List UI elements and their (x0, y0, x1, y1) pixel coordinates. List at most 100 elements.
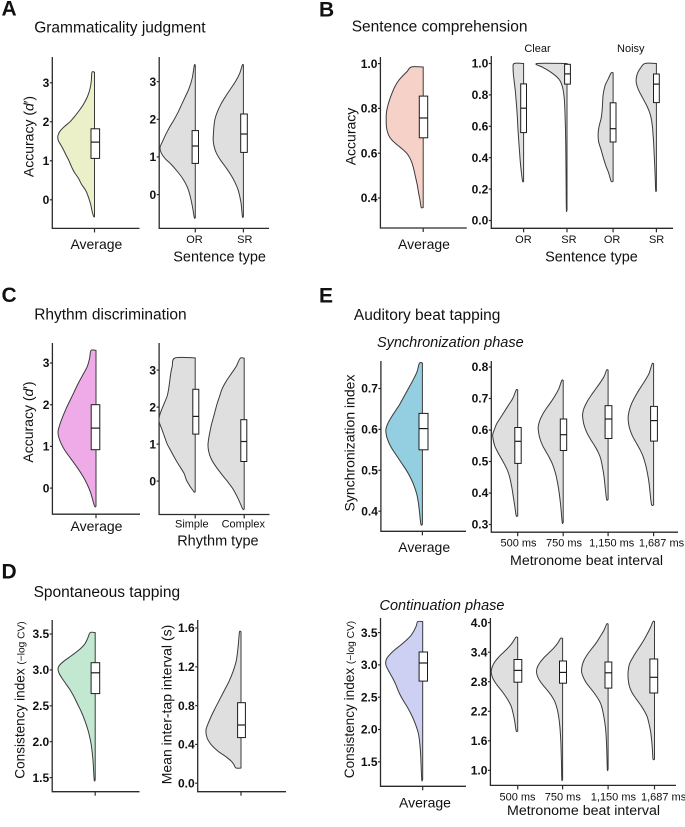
svg-text:3.5: 3.5 (33, 627, 50, 641)
svg-text:Accuracy (d′): Accuracy (d′) (20, 381, 36, 462)
svg-text:Synchronization phase: Synchronization phase (377, 335, 524, 351)
svg-text:Average: Average (398, 539, 450, 555)
svg-text:750 ms: 750 ms (546, 538, 583, 550)
svg-text:1: 1 (43, 154, 50, 168)
svg-text:Sentence comprehension: Sentence comprehension (352, 19, 528, 36)
svg-text:1,150 ms: 1,150 ms (591, 791, 637, 803)
svg-text:C: C (2, 284, 17, 307)
svg-text:Continuation phase: Continuation phase (380, 598, 505, 614)
svg-text:0.0: 0.0 (178, 776, 195, 790)
svg-text:Synchronization index: Synchronization index (342, 375, 358, 512)
svg-text:E: E (319, 284, 333, 307)
svg-text:0.5: 0.5 (472, 455, 489, 469)
svg-text:2.0: 2.0 (33, 735, 50, 749)
svg-text:1.5: 1.5 (361, 755, 378, 769)
svg-text:0.4: 0.4 (361, 191, 378, 205)
svg-text:3: 3 (43, 356, 50, 370)
svg-text:B: B (319, 0, 334, 22)
svg-text:0: 0 (150, 188, 157, 202)
svg-text:2: 2 (43, 398, 50, 412)
svg-text:0.7: 0.7 (361, 382, 378, 396)
svg-text:Clear: Clear (524, 43, 551, 55)
svg-text:3: 3 (150, 75, 157, 89)
svg-text:Simple: Simple (175, 519, 209, 531)
svg-text:1: 1 (150, 150, 157, 164)
svg-text:Average: Average (399, 795, 451, 811)
svg-text:2.8: 2.8 (471, 675, 488, 689)
svg-text:2.2: 2.2 (471, 705, 488, 719)
svg-text:0.8: 0.8 (361, 102, 378, 116)
svg-text:3: 3 (43, 76, 50, 90)
svg-text:Consistency index (−log CV): Consistency index (−log CV) (342, 621, 357, 778)
svg-text:0.6: 0.6 (361, 423, 378, 437)
svg-text:OR: OR (604, 234, 621, 246)
svg-text:Metronome beat interval: Metronome beat interval (507, 803, 660, 819)
svg-text:2: 2 (43, 115, 50, 129)
svg-text:750 ms: 750 ms (545, 791, 582, 803)
svg-text:Average: Average (71, 518, 123, 534)
svg-text:500 ms: 500 ms (500, 538, 537, 550)
svg-text:OR: OR (515, 234, 532, 246)
svg-text:1,687 ms: 1,687 ms (639, 538, 685, 550)
svg-text:0.8: 0.8 (472, 88, 489, 102)
svg-text:2.0: 2.0 (361, 723, 378, 737)
svg-text:OR: OR (186, 234, 203, 246)
svg-text:1.0: 1.0 (472, 57, 489, 71)
svg-text:Sentence type: Sentence type (173, 250, 266, 266)
svg-text:0: 0 (43, 193, 50, 207)
svg-text:Average: Average (70, 236, 122, 252)
svg-text:Sentence type: Sentence type (545, 250, 638, 266)
svg-text:D: D (2, 560, 17, 583)
svg-text:Mean inter-tap interval (s): Mean inter-tap interval (s) (159, 625, 175, 785)
svg-text:3.4: 3.4 (471, 645, 488, 659)
svg-text:1: 1 (149, 437, 156, 451)
svg-text:0.4: 0.4 (472, 151, 489, 165)
svg-text:SR: SR (561, 234, 576, 246)
svg-text:0.6: 0.6 (472, 423, 489, 437)
svg-text:Grammaticality judgment: Grammaticality judgment (34, 19, 206, 36)
svg-text:0.8: 0.8 (472, 360, 489, 374)
svg-text:1,150 ms: 1,150 ms (589, 538, 635, 550)
svg-text:Auditory beat tapping: Auditory beat tapping (354, 307, 501, 324)
svg-text:Spontaneous tapping: Spontaneous tapping (34, 584, 181, 601)
svg-text:2: 2 (149, 400, 156, 414)
svg-text:0: 0 (43, 481, 50, 495)
svg-text:Consistency index (−log CV): Consistency index (−log CV) (13, 621, 28, 778)
svg-text:0.7: 0.7 (472, 392, 489, 406)
svg-text:1.0: 1.0 (471, 764, 488, 778)
svg-text:4.0: 4.0 (471, 616, 488, 630)
svg-text:3.5: 3.5 (361, 626, 378, 640)
svg-text:Metronome beat interval: Metronome beat interval (510, 553, 663, 569)
svg-text:1: 1 (43, 440, 50, 454)
svg-text:0.6: 0.6 (361, 146, 378, 160)
svg-text:A: A (2, 0, 17, 20)
svg-text:Rhythm discrimination: Rhythm discrimination (34, 306, 186, 323)
svg-text:0.4: 0.4 (361, 504, 378, 518)
svg-text:0.4: 0.4 (472, 486, 489, 500)
svg-text:0.2: 0.2 (472, 182, 489, 196)
svg-text:3.0: 3.0 (33, 663, 50, 677)
svg-text:2: 2 (150, 113, 157, 127)
svg-text:2.5: 2.5 (361, 690, 378, 704)
svg-text:Accuracy (d′): Accuracy (d′) (21, 96, 37, 177)
svg-text:0.0: 0.0 (472, 214, 489, 228)
svg-text:Accuracy: Accuracy (343, 108, 359, 166)
svg-text:1.5: 1.5 (33, 771, 50, 785)
svg-text:0.5: 0.5 (361, 464, 378, 478)
svg-text:Rhythm type: Rhythm type (177, 534, 258, 550)
svg-text:1.6: 1.6 (471, 734, 488, 748)
svg-text:1.0: 1.0 (361, 57, 378, 71)
svg-text:SR: SR (649, 234, 664, 246)
svg-text:1.6: 1.6 (178, 621, 195, 635)
svg-text:0.4: 0.4 (178, 738, 195, 752)
svg-text:Average: Average (398, 236, 450, 252)
svg-text:SR: SR (237, 234, 252, 246)
svg-text:0: 0 (149, 474, 156, 488)
svg-text:500 ms: 500 ms (499, 791, 536, 803)
svg-text:2.5: 2.5 (33, 699, 50, 713)
svg-text:0.8: 0.8 (178, 699, 195, 713)
svg-text:3: 3 (149, 363, 156, 377)
svg-text:0.6: 0.6 (472, 120, 489, 134)
svg-text:3.0: 3.0 (361, 658, 378, 672)
svg-text:1,687 ms: 1,687 ms (641, 791, 685, 803)
